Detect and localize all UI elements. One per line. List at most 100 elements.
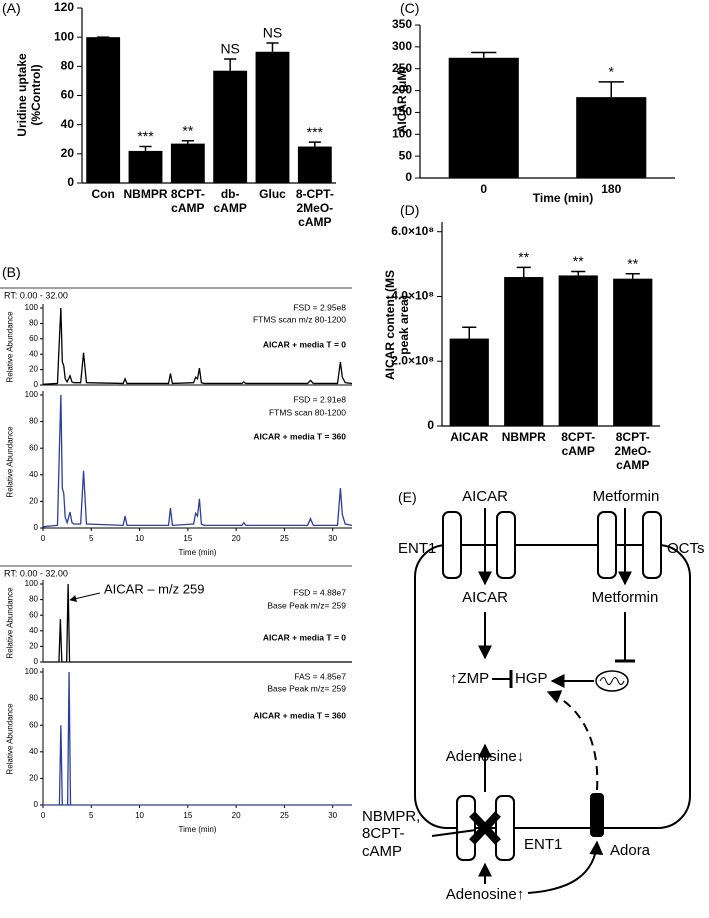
x-tick-label: 8CPT- cAMP bbox=[170, 187, 205, 215]
bar bbox=[128, 150, 163, 183]
y-tick-label: 150 bbox=[392, 105, 412, 119]
trace bbox=[43, 583, 352, 663]
bar bbox=[504, 277, 544, 426]
y-tick-label: 200 bbox=[392, 83, 412, 97]
y-tick-label: 60 bbox=[29, 720, 38, 729]
y-tick-label: 2.0×10⁸ bbox=[391, 353, 434, 367]
error-bar bbox=[266, 42, 279, 52]
diagram-label: AICAR bbox=[462, 589, 508, 607]
y-tick-label: 0 bbox=[34, 523, 39, 532]
x-tick-label: 0 bbox=[480, 182, 488, 196]
x-tick-label: 10 bbox=[135, 534, 144, 543]
y-tick-label: 0 bbox=[34, 380, 39, 389]
y-tick-label: 20 bbox=[29, 365, 38, 374]
y-tick-label: 6.0×10⁸ bbox=[391, 224, 434, 238]
y-axis-label: Relative Abundance bbox=[5, 587, 15, 659]
x-tick-label: NBMPR bbox=[501, 430, 546, 444]
trace-annotation: AICAR + media T = 0 bbox=[263, 632, 346, 642]
y-tick-label: 80 bbox=[29, 595, 38, 604]
x-tick-label: 8CPT- cAMP bbox=[561, 430, 596, 458]
bar bbox=[86, 37, 121, 183]
x-tick-label: NBMPR bbox=[123, 187, 168, 201]
x-tick-label: db- cAMP bbox=[213, 187, 247, 215]
significance-label: ** bbox=[182, 122, 193, 138]
pathway-diagram bbox=[414, 508, 691, 894]
dashed-arrow bbox=[546, 690, 599, 791]
y-tick-label: 100 bbox=[54, 29, 74, 43]
y-tick-label: 80 bbox=[29, 417, 38, 426]
y-tick-label: 40 bbox=[29, 626, 38, 635]
trace-annotation: FSD = 4.88e7 bbox=[293, 587, 346, 597]
panel-label: (D) bbox=[400, 202, 420, 218]
cell-membrane bbox=[414, 544, 691, 829]
y-tick-label: 40 bbox=[29, 470, 38, 479]
x-tick-label: 30 bbox=[328, 811, 337, 820]
trace-annotation: AICAR + media T = 0 bbox=[263, 339, 346, 349]
y-tick-label: 100 bbox=[25, 303, 39, 312]
x-axis-label: Time (min) bbox=[179, 548, 217, 557]
y-tick-label: 20 bbox=[61, 146, 75, 160]
trace bbox=[42, 394, 353, 528]
transporter bbox=[456, 795, 476, 861]
x-tick-label: 5 bbox=[89, 534, 94, 543]
range-label: RT: 0.00 - 32.00 bbox=[4, 290, 68, 300]
x-tick-label: 180 bbox=[601, 182, 622, 196]
trace-annotation: AICAR + media T = 360 bbox=[253, 710, 346, 720]
significance-label: *** bbox=[137, 128, 154, 144]
block-mark bbox=[469, 811, 501, 845]
bar bbox=[613, 278, 653, 426]
y-tick-label: 60 bbox=[29, 334, 38, 343]
trace-annotation: FTMS scan m/z 80-1200 bbox=[253, 314, 346, 324]
trace-annotation: FTMS scan 80-1200 bbox=[269, 407, 346, 417]
diagram-label: NBMPR, 8CPT- cAMP bbox=[362, 808, 421, 860]
y-tick-label: 20 bbox=[29, 497, 38, 506]
diagram-label: AICAR bbox=[462, 488, 508, 505]
significance-label: ** bbox=[573, 253, 584, 269]
transporter bbox=[642, 511, 662, 579]
trace bbox=[42, 307, 353, 385]
callout: AICAR – m/z 259 bbox=[104, 581, 204, 596]
y-tick-label: 0 bbox=[405, 170, 412, 184]
x-axis-label: Time (min) bbox=[179, 825, 217, 834]
bar bbox=[170, 143, 205, 183]
y-tick-label: 100 bbox=[25, 667, 39, 676]
trace-annotation: Base Peak m/z= 259 bbox=[267, 683, 346, 693]
pointer-line bbox=[431, 829, 477, 837]
mitochondrion bbox=[595, 670, 629, 692]
y-tick-label: 100 bbox=[392, 126, 412, 140]
trace-annotation: FAS = 4.85e7 bbox=[294, 671, 346, 681]
trace bbox=[43, 671, 352, 806]
y-tick-label: 120 bbox=[54, 0, 74, 14]
diagram-label: Adora bbox=[610, 842, 651, 859]
significance-label: ** bbox=[518, 249, 529, 265]
y-tick-label: 0 bbox=[427, 418, 434, 432]
panel-label: (B) bbox=[2, 264, 21, 280]
y-axis-label: Relative Abundance bbox=[5, 425, 15, 498]
error-bar bbox=[308, 141, 321, 147]
y-tick-label: 0 bbox=[34, 657, 39, 666]
mitochondrion-cristae bbox=[599, 677, 625, 685]
panel-label: (C) bbox=[400, 0, 420, 16]
x-tick-label: 25 bbox=[280, 534, 289, 543]
y-axis-label: Uridine uptake (%Control) bbox=[15, 53, 43, 137]
diagram-label: ↑ZMP bbox=[450, 670, 490, 687]
transporter bbox=[597, 511, 617, 579]
significance-label: NS bbox=[263, 25, 282, 41]
y-tick-label: 80 bbox=[61, 59, 75, 73]
x-tick-label: Gluc bbox=[259, 187, 286, 201]
bar bbox=[449, 338, 489, 426]
significance-label: *** bbox=[307, 124, 324, 140]
y-tick-label: 100 bbox=[25, 579, 39, 588]
y-axis-label: AICAR (μM) bbox=[395, 66, 410, 134]
x-tick-label: 25 bbox=[280, 811, 289, 820]
error-bar bbox=[462, 326, 477, 339]
y-tick-label: 350 bbox=[392, 17, 412, 31]
y-tick-label: 80 bbox=[29, 319, 38, 328]
y-axis-label: Relative Abundance bbox=[5, 310, 15, 383]
y-tick-label: 50 bbox=[399, 148, 413, 162]
x-tick-label: 15 bbox=[183, 534, 192, 543]
y-tick-label: 100 bbox=[25, 390, 39, 399]
y-tick-label: 0 bbox=[34, 800, 39, 809]
